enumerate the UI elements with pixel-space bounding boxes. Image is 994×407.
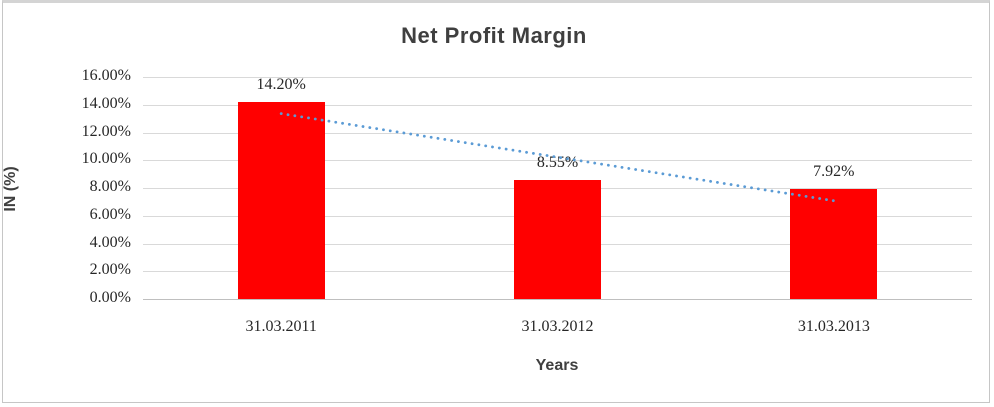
- y-tick-label: 8.00%: [89, 178, 131, 195]
- bar-data-label: 7.92%: [813, 163, 855, 181]
- x-axis-title: Years: [535, 357, 579, 374]
- y-tick-label: 4.00%: [89, 233, 131, 251]
- x-tick-label: 31.03.2013: [797, 318, 870, 335]
- x-tick-label: 31.03.2012: [521, 318, 594, 335]
- bar: [514, 180, 601, 299]
- chart-title: Net Profit Margin: [401, 23, 587, 48]
- bar-data-label: 14.20%: [256, 75, 306, 93]
- y-tick-label: 16.00%: [81, 67, 131, 84]
- y-tick-label: 12.00%: [81, 122, 131, 140]
- gridline: [143, 299, 972, 300]
- bar: [790, 189, 878, 299]
- y-tick-label: 6.00%: [89, 205, 131, 223]
- y-tick-label: 0.00%: [89, 289, 131, 306]
- bar-data-label: 8.55%: [536, 154, 579, 172]
- gridline: [143, 104, 972, 106]
- y-tick-label: 2.00%: [89, 261, 131, 279]
- y-tick-label: 14.00%: [81, 94, 131, 112]
- y-tick-label: 10.00%: [81, 150, 131, 168]
- bar: [237, 101, 325, 299]
- gridline: [143, 77, 972, 78]
- x-tick-label: 31.03.2011: [245, 318, 317, 335]
